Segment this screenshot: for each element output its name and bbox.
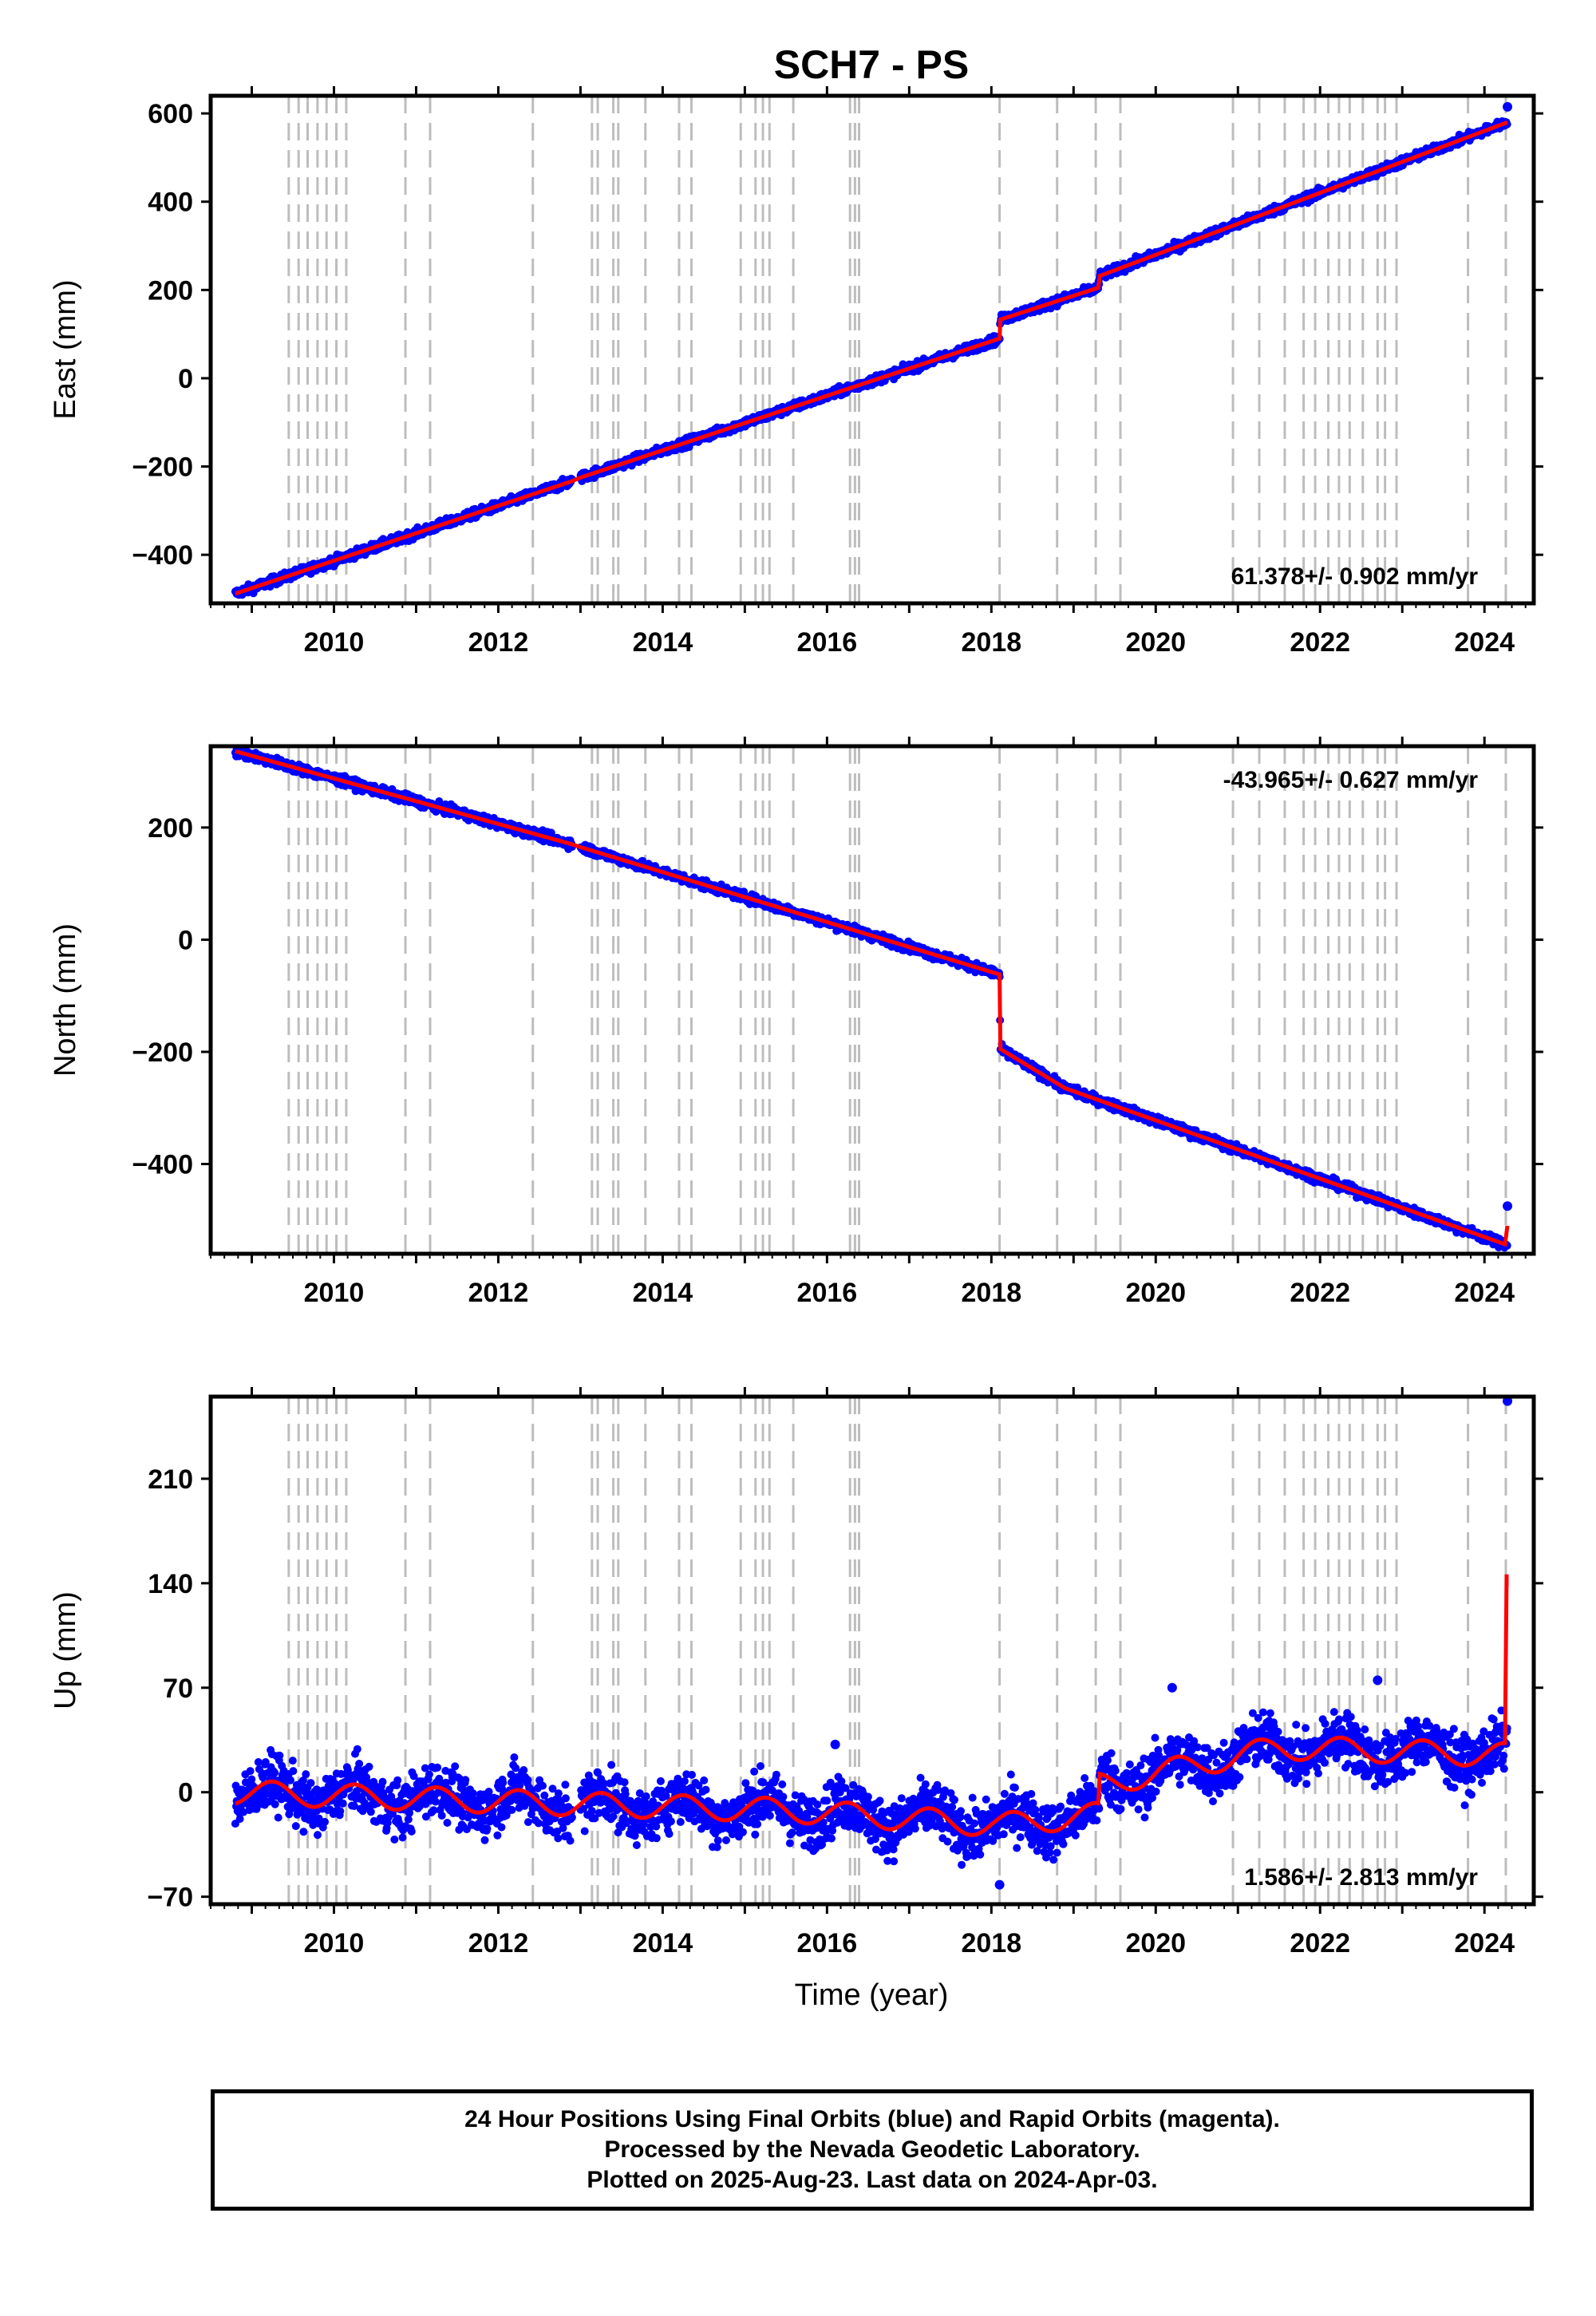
chart-title: SCH7 - PS — [774, 42, 970, 87]
x-tick-label: 2016 — [797, 627, 858, 658]
panel-frame — [208, 93, 1536, 606]
data-points — [231, 101, 1513, 599]
y-axis-label: East (mm) — [49, 279, 82, 419]
x-tick-label: 2014 — [633, 627, 693, 658]
x-tick-label: 2020 — [1125, 627, 1186, 658]
y-tick-label: 600 — [148, 99, 193, 129]
y-tick-label: −200 — [132, 453, 193, 483]
data-points — [231, 746, 1513, 1252]
step-lines — [287, 96, 1507, 603]
panel-1: −400 −200 0 200 400 600 2010 2012 2014 2016 2018 20… — [49, 86, 1543, 658]
x-tick-label: 2024 — [1454, 627, 1515, 658]
y-tick-label: −400 — [132, 540, 193, 571]
y-tick-label: 400 — [148, 188, 193, 218]
x-tick-label: 2012 — [468, 627, 529, 658]
x-tick-label: 2022 — [1290, 627, 1350, 658]
rate-label: 61.378+/- 0.902 mm/yr — [1231, 563, 1479, 590]
data-point-outlier — [1503, 101, 1513, 112]
y-tick-label: 200 — [148, 275, 193, 306]
y-tick-label: 0 — [178, 364, 193, 394]
panels: −400 −200 0 200 400 600 2010 2012 2014 2016 2018 20… — [49, 86, 1543, 1958]
x-tick-label: 2010 — [304, 627, 365, 658]
x-tick-label: 2018 — [962, 627, 1022, 658]
